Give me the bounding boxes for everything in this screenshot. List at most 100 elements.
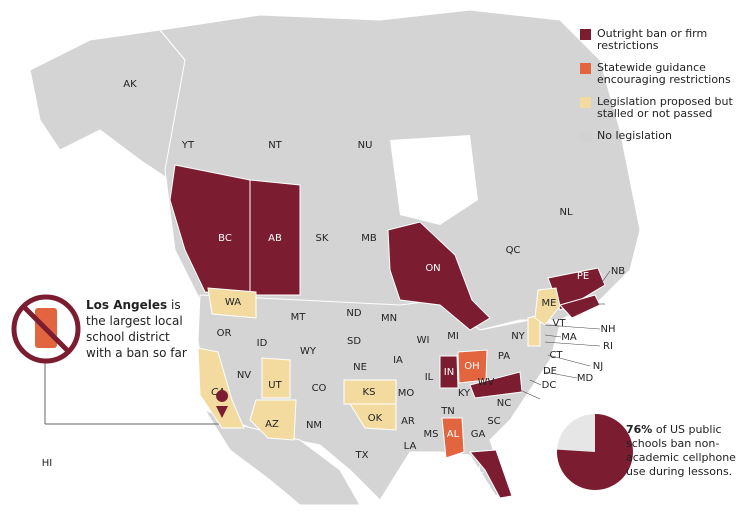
pie-slice [557,414,634,490]
legend-item: No legislation [580,130,745,142]
region-label: IL [425,372,434,383]
region-shape [387,221,491,331]
region-label: DC [542,380,557,391]
region-label: PA [498,351,510,362]
region-label: NS [606,299,620,310]
region-label: ME [542,298,557,309]
legend-item: Outright ban or firm restrictions [580,28,745,52]
leader-line [519,389,541,400]
region-label: AB [268,233,282,244]
region-label: IA [393,355,403,366]
alaska-land [29,29,186,181]
region-shape [457,349,488,384]
region-label: YT [181,140,195,151]
region-shape [261,357,291,399]
region-label: NM [306,420,322,431]
region-label: AL [447,429,460,440]
region-shape [207,287,257,319]
region-shape [469,371,523,399]
region-label: NH [601,324,616,335]
legend-label: Legislation proposed but stalled or not … [597,95,733,120]
region-label: IN [444,367,454,378]
location-pin [216,390,229,418]
region-label: KY [458,388,471,399]
region-label: OR [217,328,232,339]
region-label: NU [358,140,373,151]
region-label: VT [553,318,567,329]
legend-label: Statewide guidance encouraging restricti… [597,61,731,86]
region-shape [249,399,297,441]
region-label: AZ [265,419,279,430]
region-label: AR [401,416,415,427]
stat-pie [557,414,634,490]
region-label: LA [404,441,417,452]
region-label: KS [363,387,376,398]
legend-swatch [580,29,591,40]
leader-line [544,341,601,347]
region-shape [468,449,513,499]
region-label: WV [478,377,495,388]
region-label: MD [577,373,594,384]
region-label: AK [123,79,137,90]
region-label: NC [497,398,511,409]
region-label: MB [361,233,377,244]
callout-text: is the largest local school district wit… [86,298,187,360]
region-label: NL [559,207,572,218]
leader-line [547,354,591,367]
region-label: MN [381,313,397,324]
region-label: WI [417,335,430,346]
hudson-bay [390,135,478,225]
region-label: SD [347,336,361,347]
region-shape [197,347,245,429]
region-label: ND [346,308,361,319]
region-label: GA [471,429,486,440]
region-label: MO [398,388,415,399]
legend-label: No legislation [597,129,672,142]
region-label: QC [506,245,521,256]
region-shape [441,417,465,459]
region-label: TN [440,406,455,417]
stat-text: 76% of US public schools ban non-academi… [626,423,744,479]
region-shape [349,403,397,431]
region-label: MA [561,332,577,343]
region-label: HI [42,458,52,469]
leader-line [544,324,601,330]
region-shape [534,287,561,326]
region-label: PE [577,271,589,282]
region-label: SC [487,416,500,427]
region-label: WY [300,346,317,357]
legend-swatch [580,63,591,74]
region-label: MS [424,429,439,440]
region-label: CO [312,383,327,394]
region-label: CT [549,350,563,361]
region-label: BC [218,233,232,244]
legend: Outright ban or firm restrictions Statewi… [580,28,745,152]
region-label: OK [368,413,383,424]
region-label: NV [237,370,251,381]
region-label: NB [611,266,625,277]
region-label: UT [268,380,282,391]
legend-item: Statewide guidance encouraging restricti… [580,62,745,86]
region-label: ON [425,263,440,274]
legend-label: Outright ban or firm restrictions [597,27,708,52]
region-label: OH [464,361,479,372]
region-shape [559,294,601,319]
stat-label: 76% [626,423,653,436]
region-label: MT [291,312,307,323]
region-label: NY [511,331,525,342]
land [29,9,641,506]
legend-item: Legislation proposed but stalled or not … [580,96,745,120]
region-label: TX [355,450,369,461]
callout-bold: Los Angeles [86,298,168,312]
region-label: VA [541,394,554,405]
region-label: WA [225,297,241,308]
region-label: ID [257,338,268,349]
region-label: NJ [593,361,603,372]
region-label: NT [268,140,282,151]
region-label: FL [472,465,484,476]
leader-line [599,270,611,286]
region-shape [249,179,301,296]
slash-icon [22,305,70,353]
